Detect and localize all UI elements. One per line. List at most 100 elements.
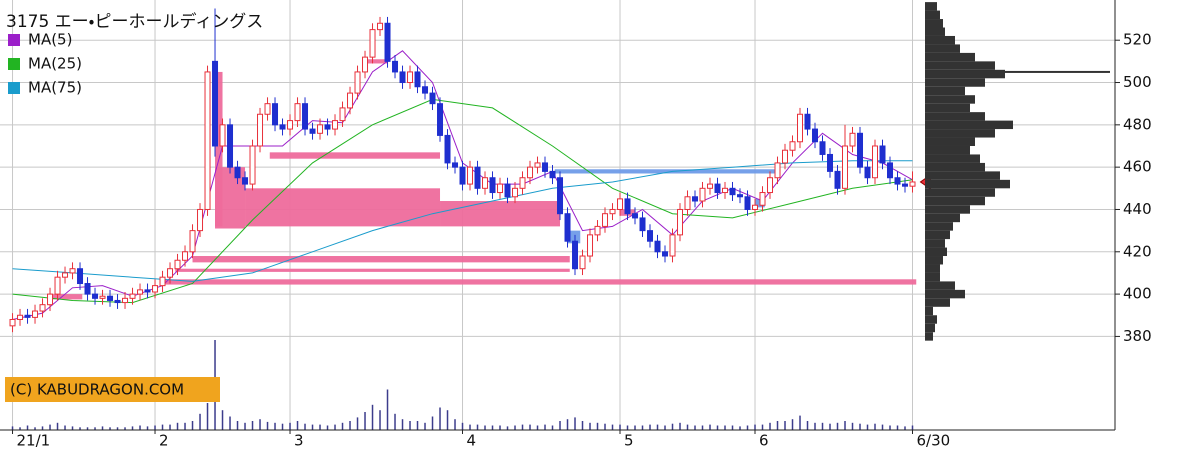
volume-bar [184, 422, 186, 430]
candle-body [39, 304, 46, 312]
volume-bar [424, 422, 426, 430]
candle-body [804, 113, 811, 130]
candle-body [497, 183, 504, 194]
candle-body [324, 124, 331, 130]
volume-bar [746, 425, 749, 430]
volume-bar [776, 421, 779, 430]
profile-bar [925, 95, 975, 104]
volume-bar [386, 389, 389, 430]
volume-bar [431, 416, 434, 430]
volume-bar [671, 423, 674, 430]
candle-body [219, 124, 226, 147]
profile-bar [925, 247, 947, 257]
volume-bar [409, 421, 411, 430]
candle-body [744, 196, 751, 210]
candle-body [294, 103, 301, 122]
candle-body [594, 225, 601, 236]
profile-bar [925, 264, 940, 273]
price-zone [215, 71, 223, 227]
profile-bar [925, 19, 943, 28]
volume-bar [544, 424, 546, 430]
candle-body [444, 134, 451, 164]
chart-title: 3175 エー・ピーホールディングス [6, 11, 263, 32]
volume-bar [581, 421, 584, 430]
candle-body [279, 124, 286, 130]
volume-bar [169, 424, 171, 430]
volume-bar [371, 404, 374, 430]
volume-bar [146, 426, 149, 430]
volume-bar [139, 425, 141, 430]
price-zone [175, 268, 570, 272]
volume-bar [619, 424, 621, 430]
volume-bar [349, 421, 351, 430]
profile-bar [925, 120, 1013, 130]
candle-body [332, 120, 339, 130]
legend-swatch [8, 58, 20, 70]
candle-body [257, 113, 264, 147]
candle-body [272, 103, 279, 126]
volume-bar [836, 422, 839, 430]
volume-bar [694, 425, 696, 430]
volume-bar [454, 419, 456, 430]
legend-label: MA(75) [28, 79, 82, 97]
candle-body [47, 293, 54, 306]
candle-body [9, 318, 16, 327]
candle-body [159, 276, 166, 287]
volume-bar [821, 422, 824, 430]
candle-body [167, 268, 174, 278]
candle-body [249, 145, 256, 185]
candle-body [767, 177, 774, 194]
candle-body [647, 230, 654, 242]
volume-bar [559, 421, 561, 430]
volume-bar [566, 419, 569, 430]
volume-bar [686, 424, 689, 430]
volume-bar [116, 427, 119, 430]
volume-bar [236, 421, 239, 430]
volume-bar [911, 425, 914, 430]
profile-bar [925, 256, 943, 265]
candle-body [527, 166, 534, 179]
candle-body [264, 103, 271, 115]
candle-body [819, 141, 826, 155]
candle-body [849, 132, 856, 147]
candle-body [204, 71, 211, 210]
volume-bar [701, 425, 704, 430]
candle-body [564, 213, 571, 242]
candle-body [347, 92, 354, 109]
volume-bar [461, 422, 464, 430]
volume-bar [769, 422, 771, 430]
volume-bar [844, 421, 846, 430]
x-tick-label: 3 [294, 432, 304, 450]
volume-bar [904, 426, 906, 430]
volume-bar [589, 422, 591, 430]
candle-body [309, 128, 316, 134]
volume-bar [244, 422, 246, 430]
volume-bar [521, 424, 524, 430]
volume-bar [364, 412, 366, 430]
candle-layer [9, 8, 932, 333]
volume-bar [814, 422, 816, 430]
candle-body [489, 177, 496, 194]
candle-body [714, 183, 721, 194]
profile-bar [925, 196, 985, 206]
candle-body [32, 310, 39, 318]
watermark-box [5, 377, 220, 402]
candle-body [887, 162, 894, 179]
candle-body [692, 196, 699, 202]
legend-swatch [8, 82, 20, 94]
candle-body [572, 240, 579, 270]
candle-body [362, 56, 369, 73]
candle-body [669, 234, 676, 257]
price-zone [160, 279, 917, 285]
candle-body [894, 177, 901, 185]
volume-bar [664, 425, 666, 430]
profile-bar [925, 306, 933, 316]
candle-body [422, 86, 429, 94]
candle-body [302, 103, 309, 130]
profile-bar [925, 239, 945, 248]
candle-body [354, 71, 361, 94]
volume-bar [56, 422, 59, 430]
volume-bar [634, 425, 636, 430]
